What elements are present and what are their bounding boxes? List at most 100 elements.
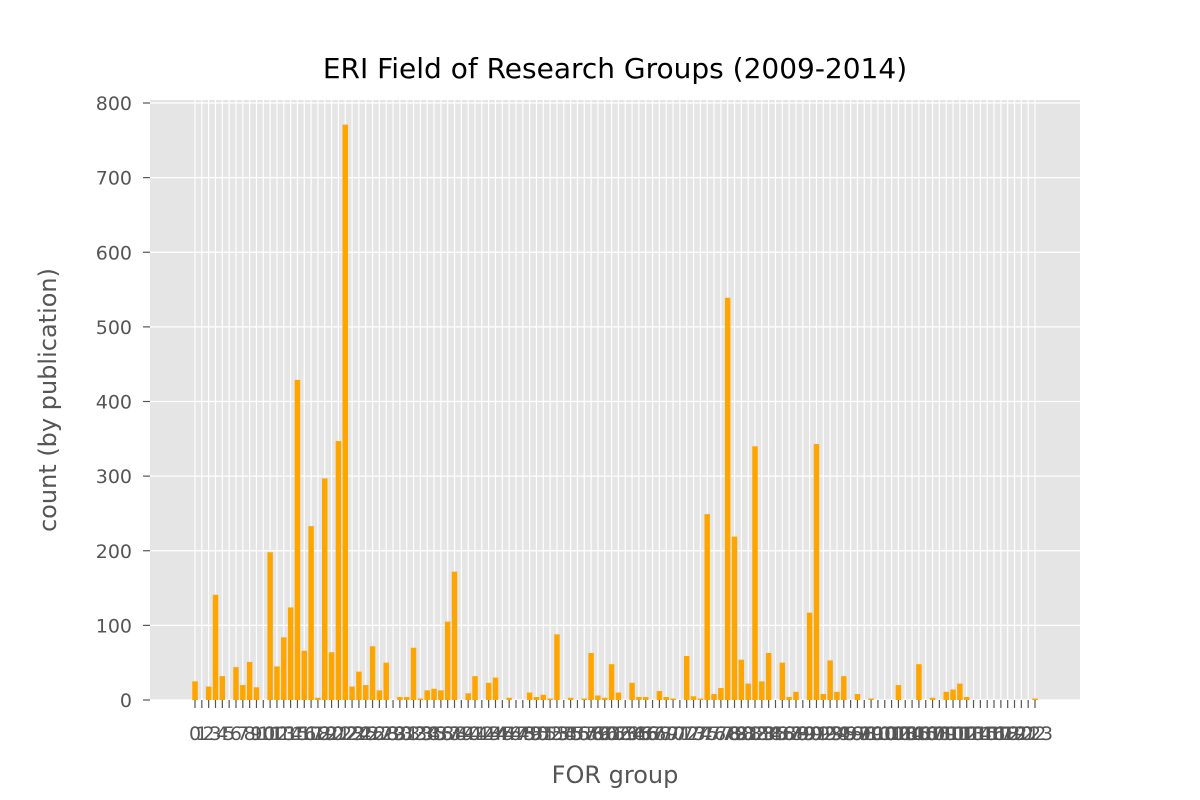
x-tick-label: 22	[333, 723, 357, 745]
x-tick-label: 52	[538, 723, 562, 745]
bar-36	[438, 690, 444, 700]
x-tick-label: 115	[962, 723, 998, 745]
x-tick-label: 87	[777, 723, 801, 745]
bar-88	[793, 691, 799, 700]
x-tick-label: 49	[518, 723, 542, 745]
x-tick-label: 59	[586, 723, 610, 745]
bar-64	[629, 682, 635, 700]
x-tick-label: 99	[859, 723, 883, 745]
bar-4	[219, 676, 226, 700]
bar-69	[663, 697, 669, 700]
bar-12	[274, 666, 280, 700]
bar-13	[281, 637, 287, 700]
x-tick-label: 88	[784, 723, 808, 745]
x-tick-label: 51	[531, 723, 555, 745]
bar-8	[246, 661, 253, 700]
x-tick-label: 84	[757, 723, 781, 745]
bar-9	[253, 687, 260, 700]
x-tick-label: 12	[265, 723, 289, 745]
bar-51	[540, 694, 547, 700]
bar-2	[205, 686, 212, 700]
x-tick-label: 4	[216, 723, 228, 745]
x-tick-label: 40	[456, 723, 480, 745]
x-tick-label: 100	[860, 723, 896, 745]
x-tick-label: 58	[579, 723, 603, 745]
x-tick-label: 31	[395, 723, 419, 745]
bar-11	[267, 552, 273, 700]
x-tick-label: 93	[818, 723, 842, 745]
bar-22	[342, 124, 348, 701]
bar-95	[841, 676, 847, 700]
bar-62	[615, 692, 622, 700]
x-tick-label: 105	[894, 723, 930, 745]
y-tick-label: 400	[96, 392, 132, 414]
bar-28	[383, 662, 389, 700]
bar-75	[704, 514, 710, 700]
bar-0	[192, 681, 198, 700]
bar-108	[929, 697, 936, 700]
y-tick-label: 800	[96, 93, 132, 115]
x-tick-label: 19	[313, 723, 337, 745]
bar-44	[492, 677, 499, 700]
bar-32	[410, 647, 417, 700]
x-tick-label: 96	[839, 723, 863, 745]
x-tick-label: 64	[620, 723, 644, 745]
y-tick-label: 0	[120, 690, 132, 712]
x-tick-label: 28	[374, 723, 398, 745]
x-tick-label: 5	[223, 723, 235, 745]
bar-92	[820, 694, 827, 700]
x-tick-label: 75	[695, 723, 719, 745]
bar-38	[451, 571, 458, 700]
y-tick-label: 200	[96, 541, 132, 563]
x-tick-label: 63	[613, 723, 637, 745]
bar-16	[301, 650, 307, 700]
x-tick-label: 86	[770, 723, 794, 745]
bar-7	[240, 685, 246, 700]
x-tick-label: 71	[668, 723, 692, 745]
x-tick-label: 14	[279, 723, 303, 745]
x-tick-label: 94	[825, 723, 849, 745]
x-tick-label: 89	[791, 723, 815, 745]
x-tick-label: 81	[736, 723, 760, 745]
x-axis-label: FOR group	[552, 761, 679, 789]
bar-86	[779, 662, 786, 700]
x-tick-label: 80	[729, 723, 753, 745]
x-tick-label: 35	[422, 723, 446, 745]
x-tick-label: 65	[627, 723, 651, 745]
x-tick-label: 95	[832, 723, 856, 745]
bar-113	[963, 697, 970, 700]
x-tick-label: 90	[798, 723, 822, 745]
bar-17	[308, 526, 314, 700]
bar-73	[690, 696, 697, 700]
x-tick-label: 112	[942, 723, 978, 745]
x-tick-label: 70	[661, 723, 685, 745]
x-tick-label: 0	[189, 723, 201, 745]
bar-80	[738, 659, 745, 700]
x-tick-label: 102	[873, 723, 909, 745]
bar-40	[465, 693, 471, 700]
x-tick-label: 7	[237, 723, 249, 745]
bar-37	[444, 621, 451, 700]
y-axis-label: count (by publication)	[34, 268, 62, 532]
x-tick-label: 43	[477, 723, 501, 745]
bar-14	[287, 607, 294, 700]
bar-27	[376, 690, 383, 700]
bar-112	[957, 683, 963, 700]
x-tick-label: 73	[681, 723, 705, 745]
x-tick-label: 79	[722, 723, 746, 745]
x-tick-label: 36	[429, 723, 453, 745]
x-tick-label: 60	[593, 723, 617, 745]
x-tick-label: 27	[367, 723, 391, 745]
x-tick-label: 97	[845, 723, 869, 745]
bar-25	[363, 685, 369, 700]
x-tick-label: 18	[306, 723, 330, 745]
bar-97	[854, 694, 861, 700]
x-tick-label: 114	[955, 723, 991, 745]
bar-66	[643, 697, 649, 700]
bar-52	[547, 698, 553, 700]
x-tick-label: 10	[251, 723, 275, 745]
bar-68	[656, 691, 663, 700]
x-tick-label: 15	[285, 723, 309, 745]
x-tick-label: 24	[347, 723, 371, 745]
x-tick-label: 110	[928, 723, 964, 745]
